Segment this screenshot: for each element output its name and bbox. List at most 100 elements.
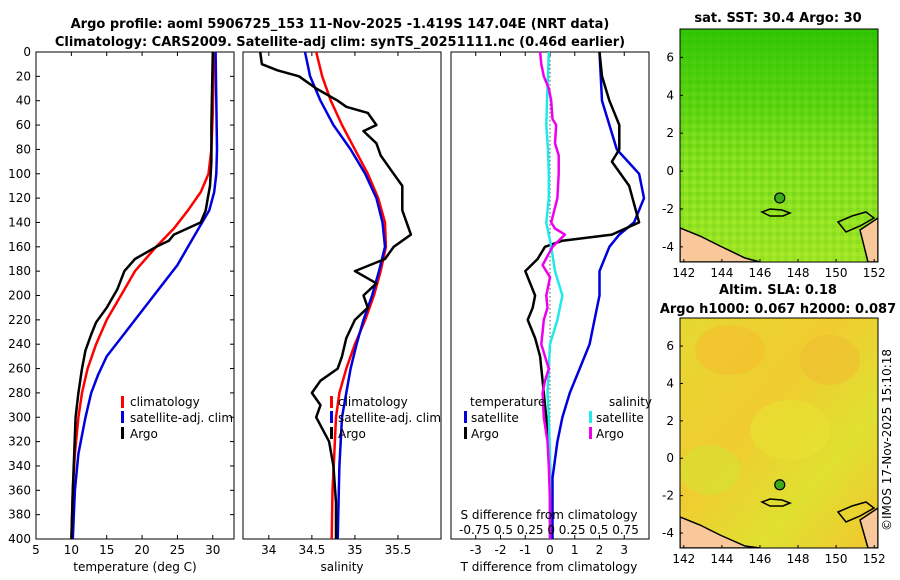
depth-tick-label: 200 [8,289,31,303]
series-line-argo [70,52,215,539]
map-x-tick-label: 148 [787,266,810,280]
sst-land-east [859,217,878,262]
depth-tick-label: 100 [8,167,31,181]
x-tick-label: 34 [261,543,276,557]
x-tick-label: 3 [620,543,628,557]
salinity-axes-frame [242,51,442,540]
x-tick-label: 35 [347,543,362,557]
sla-map-subtitle: Argo h1000: 0.067 h2000: 0.087 [660,302,896,317]
x-tick-label: -1 [519,543,531,557]
map-y-tick-label: 6 [666,50,674,64]
argo-position-marker [774,479,786,491]
sst-field-shading [680,29,878,262]
temperature-axes-frame [35,51,235,540]
depth-tick-label: 380 [8,508,31,522]
series-line-salinity-argo [538,52,567,539]
map-x-tick-label: 142 [672,552,695,566]
difference-top-ticks: -0.75 0.5 0.25 0 0.25 0.5 0.75 [459,523,639,537]
series-line-temperature-satellite [551,52,646,539]
legend-title-salinity: salinity [609,395,652,409]
sla-map-axes: 142 144 146 148 150 152 6 4 2 0 -2 -4 [662,339,886,566]
depth-tick-label: 160 [8,240,31,254]
depth-tick-label: 280 [8,386,31,400]
map-y-tick-label: 0 [666,164,674,178]
x-tick-label: 25 [170,543,185,557]
temperature-panel: 0204060801001201401601802002202402602803… [8,45,649,574]
map-x-tick-label: 144 [710,552,733,566]
imos-watermark: ©IMOS 17-Nov-2025 15:10:18 [880,349,894,531]
x-tick-label: -2 [495,543,507,557]
map-y-tick-label: 2 [666,126,674,140]
map-y-tick-label: 2 [666,414,674,428]
legend-swatch-climatology [121,396,124,408]
depth-tick-label: 400 [8,532,31,546]
map-x-tick-label: 146 [749,266,772,280]
legend-swatch-climatology [330,396,333,408]
legend-swatch-satellite [121,411,124,423]
sla-map: Altim. SLA: 0.18 Argo h1000: 0.067 h2000… [660,283,896,566]
difference-xlabel: T difference from climatology [460,560,638,574]
sst-land-new-guinea [680,227,761,262]
legend-swatch-temp-satellite [464,411,467,423]
legend-label-sal-argo: Argo [596,427,624,441]
sla-map-frame [679,317,879,549]
depth-tick-label: 260 [8,362,31,376]
legend-label-climatology: climatology [338,395,408,409]
depth-tick-label: 300 [8,410,31,424]
x-tick-label: 35.5 [385,543,412,557]
depth-tick-label: 240 [8,337,31,351]
legend-swatch-satellite [330,411,333,423]
sla-island-manus [760,498,793,507]
sst-map-frame [679,28,879,263]
x-tick-label: 1 [571,543,579,557]
difference-top-label: S difference from climatology [461,508,638,522]
depth-tick-label: 0 [23,45,31,59]
temperature-legend: climatology satellite-adj. clim Argo [121,395,233,441]
map-y-tick-label: -4 [662,240,674,254]
salinity-panel: 34 34.5 35 35.5 salinity climatology satell… [242,51,442,574]
salinity-xlabel: salinity [320,560,363,574]
depth-tick-label: 340 [8,459,31,473]
map-x-tick-label: 150 [825,266,848,280]
x-tick-label: 15 [99,543,114,557]
temperature-xlabel: temperature (deg C) [73,560,196,574]
difference-panel: -3 -2 -1 0 1 2 3 T difference from climatology… [450,51,652,574]
argo-position-marker [774,192,786,204]
legend-swatch-sal-argo [589,427,592,439]
map-y-tick-label: 4 [666,88,674,102]
map-y-tick-label: -2 [662,489,674,503]
difference-x-axis: -3 -2 -1 0 1 2 3 [470,52,628,557]
depth-tick-label: 140 [8,215,31,229]
x-tick-label: 0 [546,543,554,557]
depth-tick-label: 320 [8,435,31,449]
sst-map-title: sat. SST: 30.4 Argo: 30 [694,11,861,26]
legend-label-temp-satellite: satellite [471,411,519,425]
legend-label-satellite: satellite-adj. clim [338,411,441,425]
map-x-tick-label: 148 [787,552,810,566]
sla-island-new-ireland [836,501,876,523]
x-tick-label: 5 [32,543,40,557]
map-x-tick-label: 150 [825,552,848,566]
legend-title-temperature: temperature [470,395,545,409]
series-line-argo [258,52,413,539]
legend-label-sal-satellite: satellite [596,411,644,425]
legend-swatch-sal-satellite [589,411,592,423]
x-tick-label: 30 [205,543,220,557]
legend-swatch-argo [121,427,124,439]
depth-tick-label: 120 [8,191,31,205]
salinity-legend: climatology satellite-adj. clim Argo [330,395,441,441]
temperature-x-axis: 5 10 15 20 25 30 [32,52,220,557]
difference-lines [524,52,646,539]
x-tick-label: 10 [64,543,79,557]
figure-title-line2: Climatology: CARS2009. Satellite-adj cli… [55,35,625,50]
depth-tick-label: 20 [16,69,31,83]
sla-map-title: Altim. SLA: 0.18 [719,283,837,298]
map-x-tick-label: 152 [863,552,886,566]
difference-legend: temperature salinity satellite Argo sate… [464,395,652,441]
depth-tick-label: 220 [8,313,31,327]
series-line-climatology [314,52,388,539]
sla-land-east [859,507,878,548]
salinity-x-axis: 34 34.5 35 35.5 [261,52,411,557]
figure-title-line1: Argo profile: aoml 5906725_153 11-Nov-20… [71,17,610,32]
